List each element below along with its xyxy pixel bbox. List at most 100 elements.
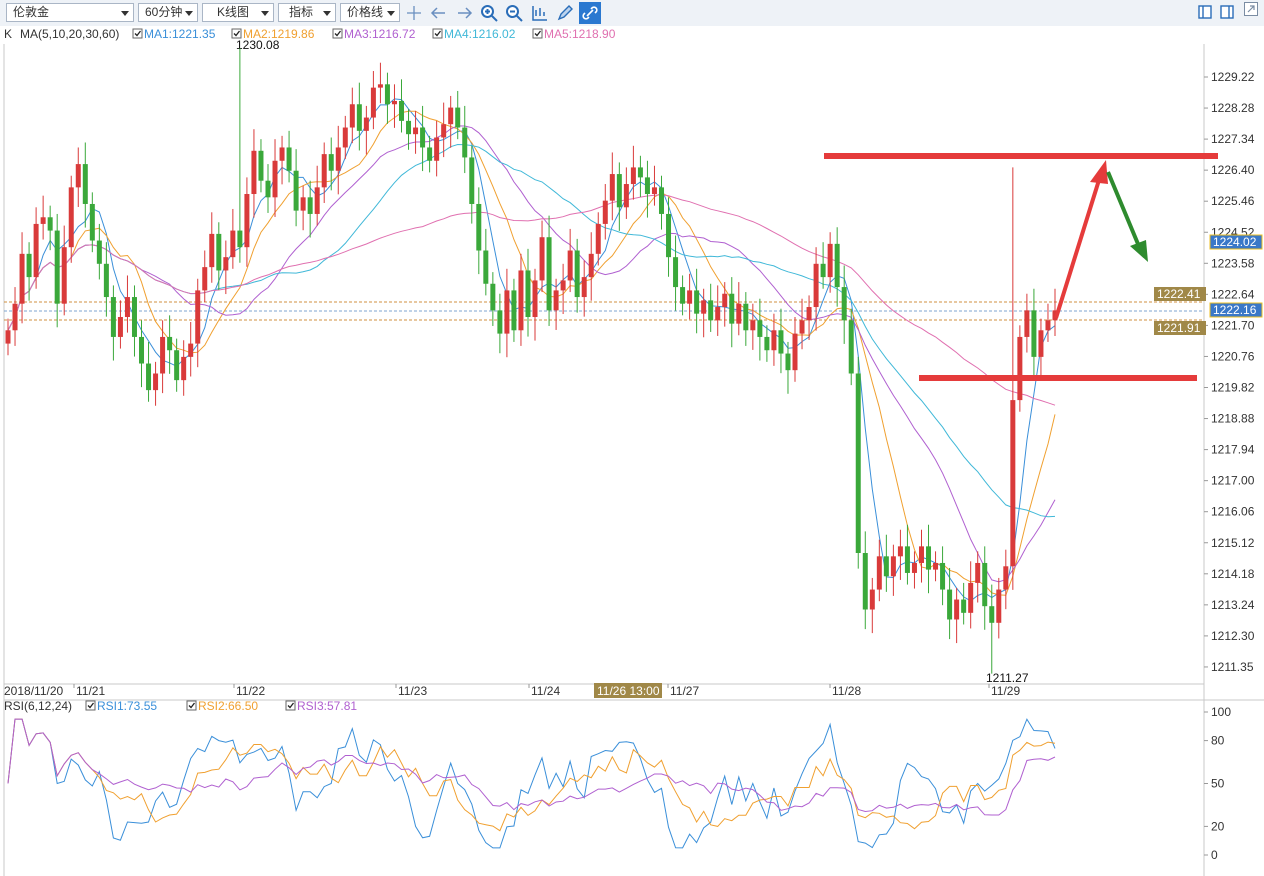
candle-body [841,287,847,321]
period-select[interactable]: 60分钟 [138,3,198,22]
zoom-out-icon[interactable] [505,4,523,22]
ma-checkbox[interactable] [231,28,242,39]
price-axis-label: 1226.40 [1211,163,1255,177]
rsi-checkbox[interactable] [85,700,96,711]
price-tags: 1224.02 1222.41 1222.16 1221.91 [1154,234,1263,335]
instrument-select[interactable]: 伦敦金 [6,3,134,22]
candle-body [834,243,840,288]
candle-body [420,127,426,148]
ma-checkbox[interactable] [532,28,543,39]
candle-body [258,150,264,181]
candle-body [581,277,587,298]
arrow-left-icon[interactable] [430,4,448,22]
candle-body [729,293,735,324]
candle-body [328,154,334,171]
candle-body [722,293,728,308]
check-icon [188,702,196,709]
candle-body [940,562,946,590]
date-axis-label: 11/28 [832,684,861,698]
candle-body [904,546,910,573]
chart-type-select[interactable]: K线图 [202,3,274,22]
price-axis-label: 1222.64 [1211,287,1255,301]
rsi-checkbox[interactable] [285,700,296,711]
candle-body [103,263,109,298]
candle-body [855,373,861,553]
candle-body [188,343,194,357]
ma-legend-item: MA2:1219.86 [243,27,315,41]
period-value: 60分钟 [145,5,183,19]
price-axis-label: 1211.35 [1211,660,1254,674]
link-icon[interactable] [579,2,601,24]
crosshair-icon[interactable] [405,4,423,22]
candle-body [1031,310,1037,357]
rsi-legend-item: RSI2:66.50 [198,699,258,713]
candle-body [701,300,707,314]
rsi-name: RSI(6,12,24) [4,699,72,713]
candle-body [286,147,292,171]
layout-right-icon[interactable] [1220,5,1234,19]
candle-body [265,180,271,198]
candle-body [349,104,355,128]
ma-checkbox[interactable] [132,28,143,39]
date-axis-label: 11/29 [991,684,1020,698]
zoom-in-icon[interactable] [480,4,498,22]
ma-checkbox[interactable] [432,28,443,39]
ma-line [7,125,1056,583]
candle-body [757,320,763,337]
candle-body [300,197,306,211]
candle-body [982,562,988,607]
arrow-right-icon[interactable] [455,4,473,22]
candle-body [574,250,580,298]
price-line-value: 价格线 [347,5,384,19]
date-axis-label: 11/22 [236,684,265,698]
axis-scale-icon[interactable] [530,4,548,22]
candle-body [680,287,686,304]
candle-body [806,307,812,321]
date-axis-label: 2018/11/20 [4,684,63,698]
candle-body [124,297,130,317]
expand-icon[interactable] [1244,2,1258,16]
candle-body [637,167,643,178]
candle-body [96,240,102,264]
up-arrow-shaft [1054,179,1101,319]
toolbar: 伦敦金 60分钟 K线图 指标 价格线 [0,0,1264,27]
layout-left-icon[interactable] [1198,5,1212,19]
price-line-select[interactable]: 价格线 [340,3,400,22]
rsi-line [7,718,1056,816]
ma-legend-item: MA4:1216.02 [444,27,516,41]
rsi-legend-item: RSI3:57.81 [297,699,357,713]
price-axis-label: 1212.30 [1211,629,1255,643]
rsi-checkbox[interactable] [186,700,197,711]
price-axis-label: 1223.58 [1211,256,1255,270]
price-tag-label: 1221.91 [1157,321,1201,335]
candle-body [469,157,475,204]
candle-body [1003,566,1009,590]
rsi-axis-label: 100 [1211,705,1231,719]
candle-body [918,546,924,563]
candle-body [476,203,482,251]
indicator-select[interactable]: 指标 [278,3,336,22]
candle-body [483,250,489,284]
price-axis-label: 1228.28 [1211,101,1255,115]
candle-body [504,290,510,334]
candle-body [876,556,882,590]
rsi-axis-label: 50 [1211,777,1225,791]
candle-body [1010,400,1016,567]
pencil-icon[interactable] [556,4,574,22]
candle-body [623,184,629,208]
down-arrow-head [1130,240,1148,262]
candle-body [19,253,25,304]
candle-body [174,350,180,381]
candle-body [47,217,53,231]
rsi-legend-item: RSI1:73.55 [97,699,157,713]
chevron-down-icon [323,11,331,16]
date-cursor-label: 11/26 13:00 [597,684,660,698]
candle-body [771,330,777,351]
candle-body [890,556,896,577]
ma-checkbox[interactable] [332,28,343,39]
candle-body [12,303,18,331]
candle-body [441,124,447,138]
kline-chart[interactable]: K MA(5,10,20,30,60) MA1:1221.35 MA2:1219.… [0,26,1264,876]
candle-body [616,174,622,208]
price-axis-label: 1229.22 [1211,70,1255,84]
